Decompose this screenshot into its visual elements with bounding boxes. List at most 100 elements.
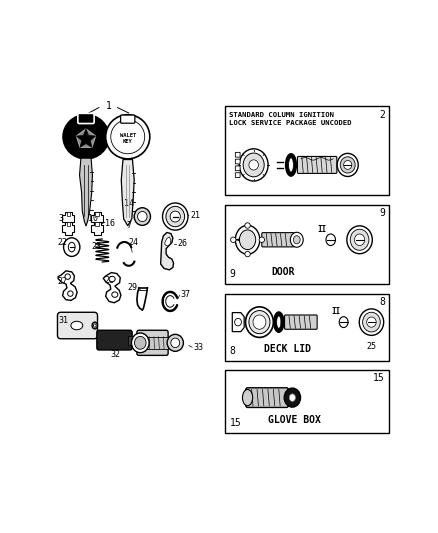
Text: 26: 26	[177, 239, 187, 248]
Ellipse shape	[245, 223, 250, 228]
Text: 15: 15	[230, 418, 241, 427]
Text: 2: 2	[379, 110, 385, 119]
Ellipse shape	[112, 292, 118, 297]
Ellipse shape	[290, 394, 295, 401]
FancyBboxPatch shape	[235, 159, 240, 164]
Text: 16: 16	[105, 219, 115, 228]
Ellipse shape	[71, 321, 83, 330]
Ellipse shape	[67, 291, 73, 296]
Ellipse shape	[235, 318, 241, 326]
FancyBboxPatch shape	[297, 157, 337, 173]
Text: 20: 20	[133, 211, 143, 220]
FancyBboxPatch shape	[235, 173, 240, 177]
Text: 29: 29	[127, 284, 137, 292]
Ellipse shape	[131, 333, 149, 353]
Text: 1: 1	[106, 101, 112, 111]
Polygon shape	[161, 232, 173, 270]
Polygon shape	[76, 129, 95, 148]
Text: II: II	[331, 308, 340, 317]
Polygon shape	[121, 159, 134, 225]
Ellipse shape	[290, 232, 303, 247]
FancyBboxPatch shape	[120, 115, 135, 123]
Text: 31: 31	[58, 316, 68, 325]
Ellipse shape	[340, 157, 355, 173]
Text: 9: 9	[230, 269, 236, 279]
Text: 32: 32	[110, 350, 120, 359]
Ellipse shape	[339, 317, 348, 328]
Ellipse shape	[249, 311, 270, 334]
Text: WALET
KEY: WALET KEY	[120, 133, 136, 144]
Polygon shape	[67, 212, 70, 215]
Text: 14: 14	[124, 199, 134, 208]
Ellipse shape	[240, 230, 256, 249]
Ellipse shape	[230, 237, 236, 243]
Polygon shape	[76, 129, 95, 148]
Text: STANDARD COLUMN IGNITION: STANDARD COLUMN IGNITION	[229, 112, 334, 118]
FancyBboxPatch shape	[146, 337, 169, 349]
Ellipse shape	[171, 338, 180, 348]
Text: LOCK SERVICE PACKAGE UNCODED: LOCK SERVICE PACKAGE UNCODED	[229, 120, 351, 126]
Ellipse shape	[134, 336, 146, 349]
Ellipse shape	[109, 276, 115, 282]
Ellipse shape	[106, 115, 150, 159]
Ellipse shape	[289, 158, 293, 172]
Ellipse shape	[245, 252, 250, 257]
Ellipse shape	[243, 153, 264, 177]
Ellipse shape	[170, 211, 180, 222]
FancyBboxPatch shape	[235, 152, 240, 157]
Text: 15: 15	[373, 374, 385, 383]
Polygon shape	[58, 271, 77, 301]
Ellipse shape	[63, 115, 109, 159]
Ellipse shape	[162, 203, 188, 230]
Text: 8: 8	[379, 297, 385, 307]
FancyBboxPatch shape	[246, 388, 288, 407]
Ellipse shape	[167, 334, 184, 351]
Ellipse shape	[68, 243, 75, 252]
FancyBboxPatch shape	[137, 330, 168, 356]
Polygon shape	[95, 222, 99, 225]
Text: 22: 22	[57, 238, 67, 247]
Ellipse shape	[111, 120, 145, 154]
Ellipse shape	[326, 234, 336, 246]
Text: 37: 37	[180, 290, 191, 299]
Ellipse shape	[363, 312, 380, 332]
Text: GLOVE BOX: GLOVE BOX	[268, 415, 321, 425]
Ellipse shape	[243, 390, 253, 406]
Polygon shape	[95, 212, 99, 215]
FancyBboxPatch shape	[57, 312, 98, 339]
Ellipse shape	[259, 237, 265, 243]
Text: 33: 33	[193, 343, 203, 352]
Text: 3: 3	[59, 214, 64, 223]
Polygon shape	[62, 212, 74, 224]
Ellipse shape	[239, 149, 268, 181]
Text: DOOR: DOOR	[271, 267, 294, 277]
Text: 28: 28	[104, 276, 114, 285]
Text: 10: 10	[88, 214, 98, 223]
FancyBboxPatch shape	[78, 114, 94, 124]
Text: 21: 21	[191, 212, 201, 220]
Ellipse shape	[235, 225, 260, 254]
FancyBboxPatch shape	[262, 232, 294, 247]
Ellipse shape	[367, 317, 376, 327]
Ellipse shape	[138, 212, 147, 222]
Polygon shape	[232, 313, 244, 332]
Ellipse shape	[65, 274, 71, 279]
FancyBboxPatch shape	[285, 315, 317, 329]
Ellipse shape	[93, 324, 96, 327]
Polygon shape	[103, 272, 121, 303]
Polygon shape	[62, 222, 74, 235]
Text: 9: 9	[379, 208, 385, 218]
Bar	[226, 370, 389, 433]
Ellipse shape	[284, 388, 300, 407]
Text: 25: 25	[367, 342, 376, 351]
Ellipse shape	[347, 226, 372, 254]
Ellipse shape	[350, 229, 369, 251]
Ellipse shape	[246, 307, 273, 337]
Text: 24: 24	[128, 238, 138, 246]
Ellipse shape	[337, 154, 358, 176]
Text: 7: 7	[126, 221, 131, 230]
Polygon shape	[91, 212, 103, 224]
Ellipse shape	[277, 316, 281, 328]
Ellipse shape	[249, 160, 258, 170]
Bar	[226, 294, 389, 361]
